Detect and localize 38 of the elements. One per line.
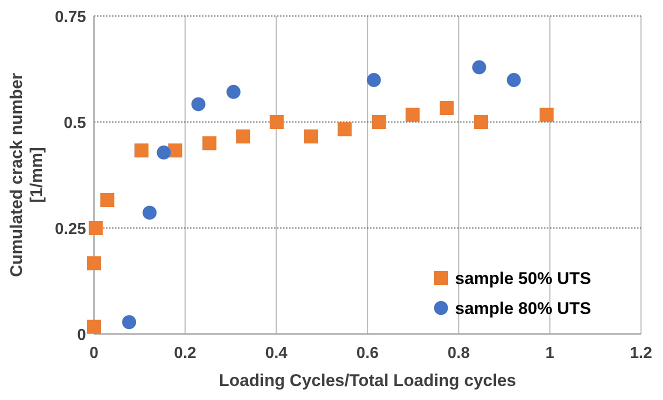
x-tick-label: 0.2 <box>174 345 196 362</box>
point <box>88 221 103 235</box>
point <box>202 136 216 150</box>
y-tick-label: 0.25 <box>54 221 86 238</box>
y-tick-label: 0.5 <box>64 115 86 132</box>
point <box>226 84 240 99</box>
x-tick-label: 1 <box>545 345 554 362</box>
x-tick-label: 0.4 <box>265 345 288 362</box>
x-tick-label: 0 <box>90 345 99 362</box>
legend-label: sample 50% UTS <box>455 269 592 288</box>
point <box>270 115 284 129</box>
x-tick-label: 0.8 <box>448 345 470 362</box>
x-tick-label: 0.6 <box>356 345 379 362</box>
x-axis-title: Loading Cycles/Total Loading cycles <box>218 371 516 390</box>
point <box>122 315 136 330</box>
point <box>440 101 454 116</box>
point <box>506 73 521 88</box>
y-tick-label: 0.75 <box>54 9 86 26</box>
point <box>142 206 157 220</box>
point <box>191 97 206 112</box>
point <box>406 108 420 122</box>
point <box>87 256 101 270</box>
legend-label: sample 80% UTS <box>455 299 592 318</box>
point <box>372 115 386 129</box>
x-tick-label: 1.2 <box>630 345 652 362</box>
point <box>540 108 554 122</box>
point <box>87 320 101 334</box>
point <box>472 60 486 74</box>
point <box>366 73 381 88</box>
point <box>100 193 114 208</box>
point <box>338 122 352 136</box>
y-axis-title: Cumulated crack number [1/mm] <box>7 72 46 278</box>
point <box>474 115 488 129</box>
point <box>236 129 250 144</box>
point <box>156 146 171 160</box>
point <box>134 143 148 158</box>
y-tick-label: 0 <box>77 327 86 344</box>
point <box>304 129 318 144</box>
